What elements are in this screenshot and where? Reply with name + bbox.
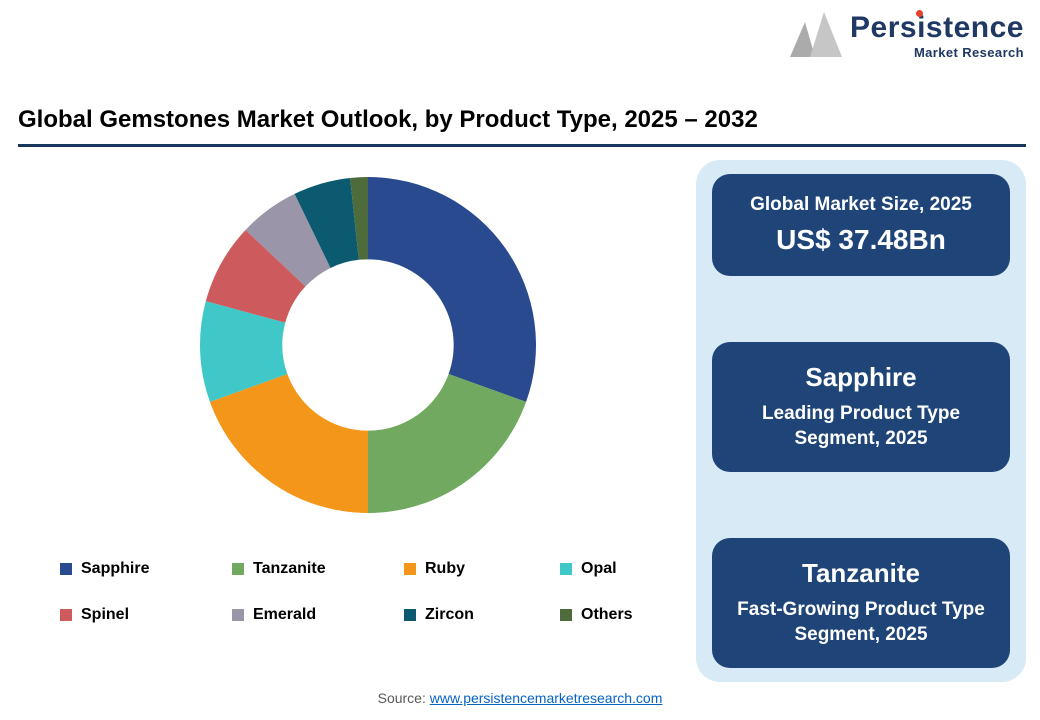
brand-name: Persistence xyxy=(850,11,1024,44)
legend-swatch-spinel xyxy=(60,609,72,621)
market-size-label: Global Market Size, 2025 xyxy=(750,194,972,215)
fast-growing-segment-label: Fast-Growing Product Type Segment, 2025 xyxy=(737,598,985,646)
legend-item-ruby: Ruby xyxy=(404,560,560,578)
legend-swatch-opal xyxy=(560,563,572,575)
legend-label: Spinel xyxy=(81,606,130,623)
donut-segment-tanzanite xyxy=(368,374,527,513)
donut-segment-others xyxy=(350,177,368,260)
legend-swatch-ruby xyxy=(404,563,416,575)
market-size-card: Global Market Size, 2025 US$ 37.48Bn xyxy=(712,174,1010,276)
legend-label: Zircon xyxy=(425,606,474,623)
info-panel: Global Market Size, 2025 US$ 37.48Bn Sap… xyxy=(696,160,1026,682)
legend-swatch-zircon xyxy=(404,609,416,621)
donut-chart xyxy=(200,177,537,513)
page-title: Global Gemstones Market Outlook, by Prod… xyxy=(18,106,758,133)
donut-segment-ruby xyxy=(209,374,368,513)
source-link[interactable]: www.persistencemarketresearch.com xyxy=(429,690,663,706)
donut-segment-zircon xyxy=(294,177,359,268)
logo-mark-icon xyxy=(790,12,843,57)
legend-item-zircon: Zircon xyxy=(404,606,560,624)
content-area: Sapphire Tanzanite Ruby Opal Spinel Emerald Zi… xyxy=(18,160,1026,682)
legend-item-sapphire: Sapphire xyxy=(60,560,232,578)
legend-label: Ruby xyxy=(425,560,465,577)
legend-label: Sapphire xyxy=(81,560,150,577)
fast-growing-segment-card: Tanzanite Fast-Growing Product Type Segm… xyxy=(712,537,1010,668)
legend-swatch-emerald xyxy=(232,609,244,621)
legend-label: Emerald xyxy=(253,606,317,623)
donut-segment-emerald xyxy=(245,193,331,287)
market-size-value: US$ 37.48Bn xyxy=(776,224,946,255)
leading-segment-card: Sapphire Leading Product Type Segment, 2… xyxy=(712,341,1010,472)
legend-item-emerald: Emerald xyxy=(232,606,404,624)
source-label: Source: xyxy=(377,690,426,706)
donut-chart-section: Sapphire Tanzanite Ruby Opal Spinel Emerald Zi… xyxy=(18,160,694,680)
title-divider xyxy=(18,144,1026,147)
legend-label: Opal xyxy=(581,560,617,577)
brand-logo: Persistence Market Research xyxy=(788,10,1024,60)
legend-item-tanzanite: Tanzanite xyxy=(232,560,404,578)
legend-swatch-sapphire xyxy=(60,563,72,575)
donut-segment-sapphire xyxy=(368,177,537,402)
legend-label: Others xyxy=(581,606,633,623)
donut-segment-spinel xyxy=(205,230,306,323)
legend-item-spinel: Spinel xyxy=(60,606,232,624)
chart-legend: Sapphire Tanzanite Ruby Opal Spinel Emerald Zi… xyxy=(60,560,700,624)
leading-segment-name: Sapphire xyxy=(805,361,917,392)
source-line: Source: www.persistencemarketresearch.co… xyxy=(0,690,1040,706)
legend-label: Tanzanite xyxy=(253,560,326,577)
donut-segment-opal xyxy=(200,301,288,402)
legend-item-others: Others xyxy=(560,606,700,624)
legend-swatch-others xyxy=(560,609,572,621)
legend-item-opal: Opal xyxy=(560,560,700,578)
brand-tagline: Market Research xyxy=(913,44,1024,60)
fast-growing-segment-name: Tanzanite xyxy=(802,557,920,588)
leading-segment-label: Leading Product Type Segment, 2025 xyxy=(761,402,961,450)
logo-dot-icon xyxy=(916,10,924,17)
legend-swatch-tanzanite xyxy=(232,563,244,575)
